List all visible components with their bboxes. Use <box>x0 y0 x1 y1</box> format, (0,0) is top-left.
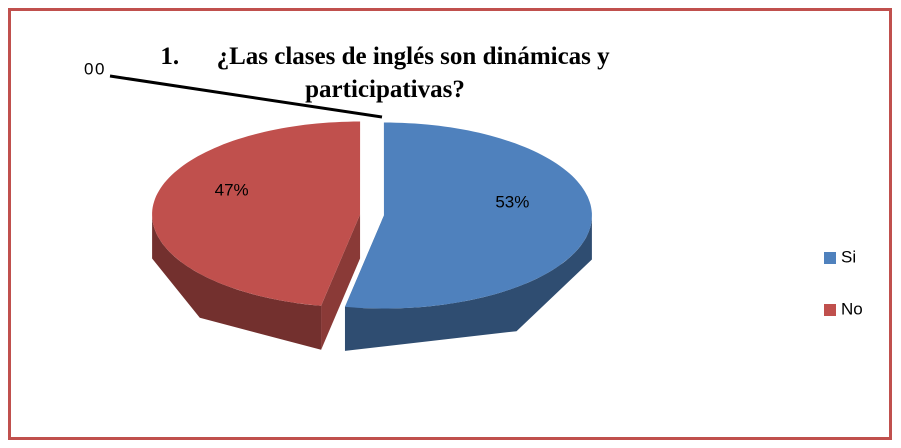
data-label: 0 <box>84 59 93 78</box>
slice <box>152 121 361 306</box>
data-label: 53% <box>495 192 529 211</box>
legend-label: Si <box>841 247 856 266</box>
chart-title: 1. ¿Las clases de inglés son dinámicas y… <box>160 43 616 103</box>
slice-side <box>345 215 592 351</box>
data-label: 0 <box>95 59 104 78</box>
slice <box>345 122 592 309</box>
chart-frame <box>8 8 892 440</box>
data-label: 47% <box>215 181 249 200</box>
legend-swatch <box>824 252 836 264</box>
leader-line <box>109 74 383 119</box>
legend-label: No <box>841 299 863 318</box>
slice-side <box>321 214 361 350</box>
slice-side <box>152 214 322 350</box>
legend-swatch <box>824 304 836 316</box>
